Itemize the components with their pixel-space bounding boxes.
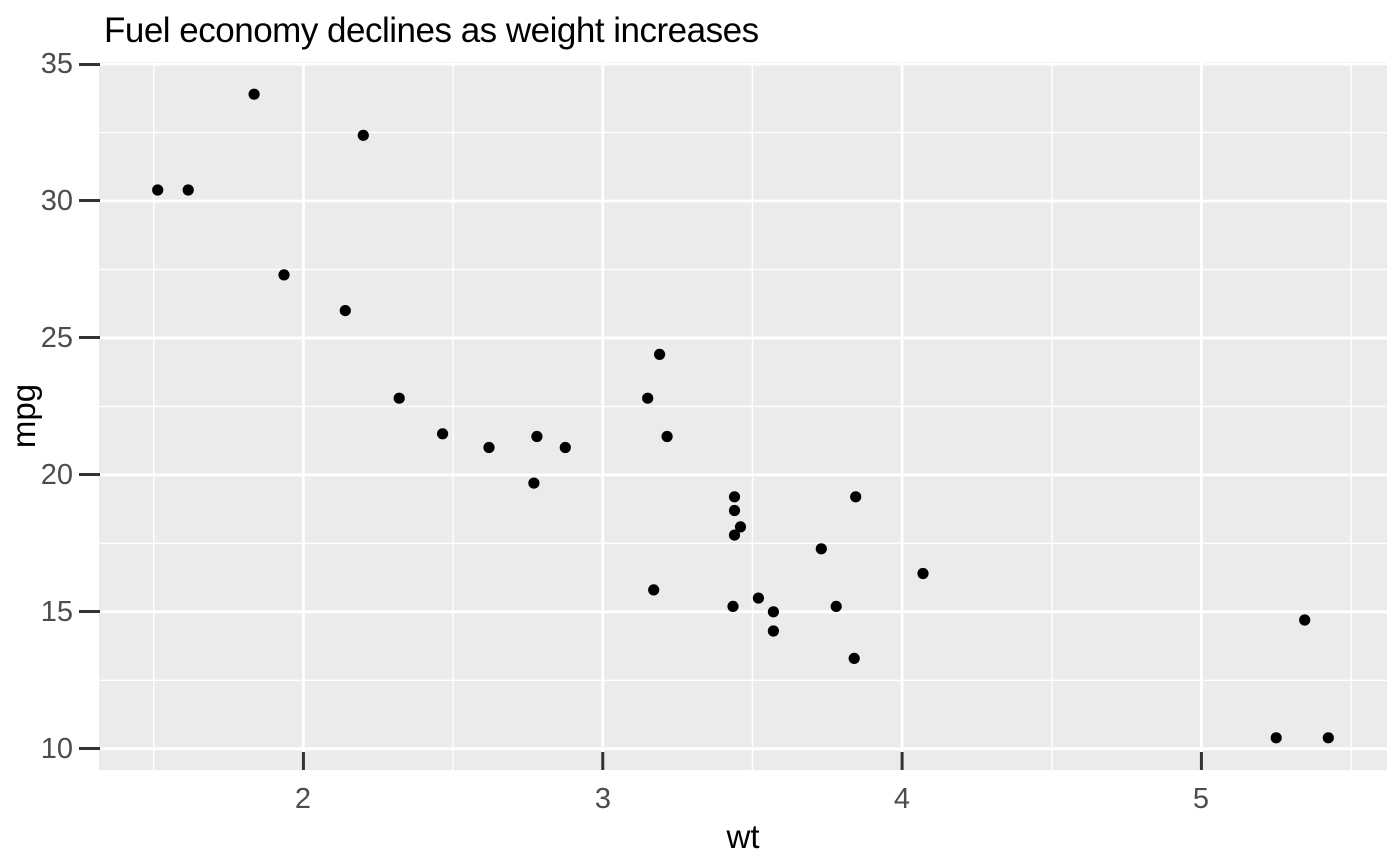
data-point (182, 184, 194, 196)
data-point (437, 428, 449, 440)
data-point (661, 430, 673, 443)
data-point (1270, 732, 1282, 744)
x-tick-label: 3 (594, 783, 612, 815)
data-point (727, 600, 739, 613)
y-tick-label: 10 (40, 733, 73, 765)
data-point (734, 521, 747, 533)
data-point (357, 129, 369, 141)
data-point (767, 625, 780, 637)
y-tick-label: 30 (40, 185, 73, 217)
data-point (654, 348, 666, 360)
data-point (528, 477, 540, 489)
data-point (393, 392, 405, 404)
data-point (752, 592, 765, 604)
data-point (152, 184, 164, 196)
data-point (728, 529, 741, 541)
data-point (850, 491, 862, 503)
data-point (1299, 614, 1311, 626)
x-tick-label: 5 (1192, 783, 1210, 815)
y-tick-mark (79, 63, 100, 66)
x-tick-label: 2 (294, 783, 312, 815)
y-tick-label: 20 (40, 459, 73, 491)
data-point (278, 269, 290, 281)
data-point (728, 491, 741, 503)
data-point (848, 652, 860, 665)
y-tick-mark (79, 336, 100, 339)
y-tick-mark (79, 473, 100, 476)
scatter-canvas (99, 62, 1387, 770)
plot-title: Fuel economy declines as weight increase… (104, 11, 759, 50)
data-point (531, 430, 543, 443)
data-point (815, 543, 827, 555)
data-point (648, 584, 660, 596)
x-axis-title: wt (726, 818, 760, 855)
plot-panel (99, 62, 1387, 770)
data-point (483, 441, 495, 454)
y-tick-label: 15 (40, 596, 73, 628)
x-tick-label: 4 (893, 783, 911, 815)
data-point (248, 88, 260, 100)
data-point (559, 441, 571, 454)
y-tick-mark (79, 610, 100, 613)
data-point (642, 392, 654, 404)
y-tick-mark (79, 747, 100, 750)
data-point (339, 305, 351, 317)
data-point (728, 504, 741, 517)
data-point (917, 567, 929, 580)
data-point (830, 600, 842, 613)
data-point (767, 606, 780, 618)
y-tick-mark (79, 199, 100, 202)
y-tick-label: 35 (40, 48, 73, 80)
y-axis-title: mpg (5, 383, 42, 449)
data-point (1322, 732, 1334, 744)
y-tick-label: 25 (40, 322, 73, 354)
